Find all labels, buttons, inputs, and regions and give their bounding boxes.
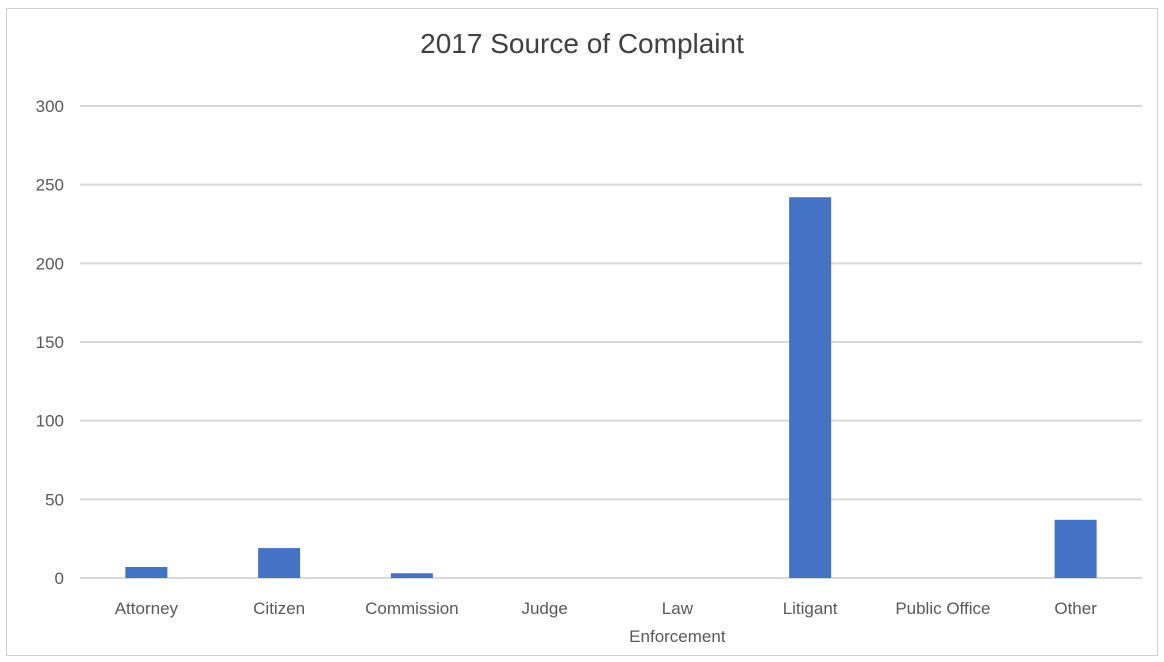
bars xyxy=(125,197,1097,578)
x-tick-label: Other xyxy=(1054,599,1097,618)
y-tick-label: 300 xyxy=(36,97,64,116)
x-tick-label: Citizen xyxy=(253,599,305,618)
bar-citizen xyxy=(258,548,301,578)
bar-litigant xyxy=(789,197,832,578)
x-tick-label-line: Other xyxy=(1054,599,1097,618)
x-tick-label-line: Judge xyxy=(521,599,567,618)
x-axis-labels: Attorney Citizen Commission Judge Law Enforce… xyxy=(115,599,1097,646)
bar-attorney xyxy=(125,566,168,578)
x-tick-label-line: Attorney xyxy=(115,599,179,618)
x-tick-label-line: Law xyxy=(662,599,694,618)
bar-commission xyxy=(390,573,433,578)
x-tick-label: Judge xyxy=(521,599,567,618)
x-tick-label-line: Citizen xyxy=(253,599,305,618)
x-tick-label-line: Public Office xyxy=(895,599,990,618)
x-tick-label-line: Enforcement xyxy=(629,627,726,646)
x-tick-label-line: Commission xyxy=(365,599,459,618)
y-tick-label: 0 xyxy=(55,569,64,588)
bar-other xyxy=(1054,519,1097,578)
chart-frame xyxy=(6,8,1158,656)
y-tick-label: 50 xyxy=(45,490,64,509)
x-tick-label: Commission xyxy=(365,599,459,618)
x-tick-label-line: Litigant xyxy=(783,599,838,618)
chart-title: 2017 Source of Complaint xyxy=(420,28,744,59)
x-tick-label: Litigant xyxy=(783,599,838,618)
x-tick-label: Public Office xyxy=(895,599,990,618)
y-tick-label: 200 xyxy=(36,254,64,273)
x-tick-label: Attorney xyxy=(115,599,179,618)
y-tick-label: 150 xyxy=(36,333,64,352)
y-axis-ticks: 0 50 100 150 200 250 300 xyxy=(36,97,64,588)
y-tick-label: 100 xyxy=(36,412,64,431)
gridlines xyxy=(80,105,1142,579)
x-tick-label: Law Enforcement xyxy=(629,599,726,646)
y-tick-label: 250 xyxy=(36,176,64,195)
